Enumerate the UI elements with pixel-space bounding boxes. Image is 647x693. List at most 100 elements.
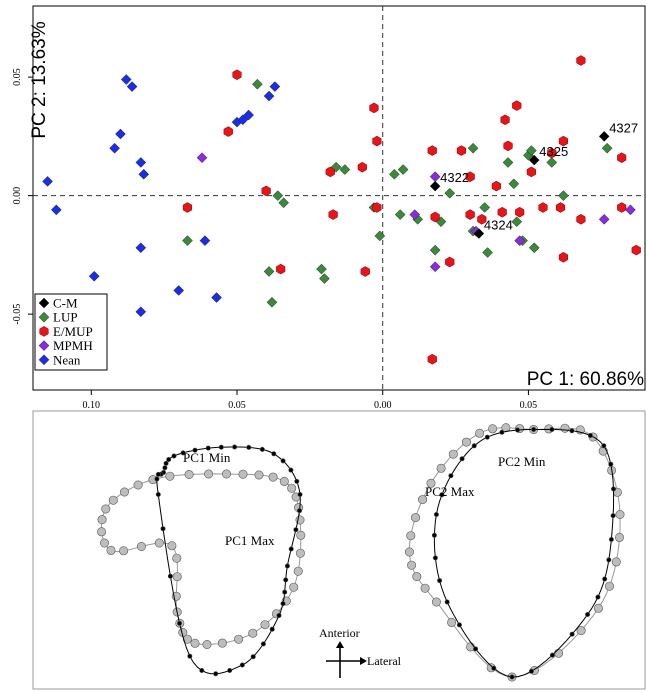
pc1-max-outline-landmark — [297, 491, 303, 497]
pc1-max-outline-landmark — [232, 444, 238, 450]
e-mup-point — [491, 180, 501, 192]
legend-marker — [38, 311, 50, 323]
pc2-max-outline-landmark — [514, 427, 520, 433]
outline-panel: PC1 Min PC1 Max PC2 Min PC2 Max Anterior… — [32, 410, 646, 690]
lup-point — [316, 263, 327, 275]
nean-point — [135, 306, 147, 318]
pc1-min-outline-landmark — [234, 634, 244, 644]
c-m-point — [473, 228, 485, 239]
e-mup-point — [261, 185, 271, 197]
nean-point — [173, 285, 185, 296]
lup-point — [394, 209, 406, 220]
lup-point — [272, 190, 284, 201]
c-m-point — [598, 131, 610, 142]
pc1-min-outline-landmark — [190, 638, 200, 648]
pc2-max-outline-landmark — [473, 646, 479, 652]
pc2-max-outline-landmark — [499, 429, 505, 435]
pc1-max-outline-landmark — [167, 573, 173, 579]
lup-point — [397, 164, 409, 175]
pc2-max-outline-landmark — [569, 631, 575, 637]
pc1-min-outline-landmark — [287, 483, 297, 493]
pc1-min-outline-landmark — [101, 504, 111, 514]
x-axis-label: PC 1: 60.86% — [527, 369, 644, 390]
lup-point — [479, 202, 491, 213]
pc1-min-outline-landmark — [268, 472, 278, 482]
pc2-max-outline-landmark — [459, 456, 465, 462]
nean-point — [135, 157, 147, 168]
nean-point — [135, 242, 147, 254]
pc1-min-outline-landmark — [106, 545, 116, 555]
pc2-min-outline-landmark — [412, 572, 422, 582]
mpmh-point — [598, 213, 610, 225]
lup-point — [511, 216, 523, 228]
pc1-min-outline-landmark — [120, 487, 130, 497]
specimen-label: 4327 — [609, 120, 638, 135]
pc1-max-outline-landmark — [192, 447, 198, 453]
pc2-min-outline-landmark — [407, 560, 417, 570]
lup-point — [601, 142, 613, 154]
pc1-min-outline-landmark — [184, 469, 194, 479]
pc1-max-outline-landmark — [166, 456, 172, 462]
pc1-max-outline-landmark — [199, 667, 205, 673]
pc1-min-outline-landmark — [296, 530, 306, 540]
e-mup-point — [465, 171, 475, 182]
pc1-min-label: PC1 Min — [183, 450, 231, 465]
pc1-max-label: PC1 Max — [225, 533, 275, 548]
legend-marker — [38, 354, 50, 366]
e-mup-point — [617, 202, 627, 213]
pc1-max-outline-landmark — [269, 626, 275, 632]
data-points — [42, 55, 641, 365]
pc1-min-outline-landmark — [154, 538, 164, 548]
pc2-min-outline-landmark — [418, 495, 428, 505]
nean-point — [115, 128, 126, 140]
plot-frame — [32, 5, 646, 391]
e-mup-point — [465, 209, 475, 220]
mpmh-point — [429, 261, 441, 273]
compass-up-arrowhead — [336, 641, 344, 648]
specimen-label: 4324 — [484, 218, 513, 233]
lup-point — [502, 157, 514, 168]
e-mup-point — [357, 161, 367, 173]
lup-point — [558, 190, 569, 201]
pc2-min-outline-landmark — [576, 626, 586, 636]
pc1-min-outline-landmark — [293, 566, 303, 576]
e-mup-point — [515, 206, 525, 218]
pc1-min-outline-landmark — [202, 639, 212, 649]
pc2-max-outline-landmark — [431, 532, 437, 538]
nean-point — [126, 81, 138, 92]
outline-frame — [32, 410, 646, 690]
point-labels: 4322 4324 4325 4327 — [440, 120, 638, 232]
orientation-compass: Anterior Lateral — [319, 626, 402, 678]
e-mup-point — [500, 114, 510, 126]
pc2-min-outline-landmark — [475, 428, 485, 438]
x-axis: 0.10 0.05 0.00 0.05 — [83, 390, 537, 411]
e-mup-point — [631, 244, 641, 256]
e-mup-point — [372, 135, 382, 147]
pc1-max-outline-landmark — [205, 445, 211, 451]
pc2-max-outline-landmark — [595, 594, 601, 600]
pc1-max-outline-landmark — [296, 508, 302, 514]
y-tick-label: 0.00 — [12, 187, 23, 205]
e-mup-point — [576, 55, 586, 66]
pc1-max-outline-landmark — [276, 612, 282, 618]
pc1-min-outline-landmark — [172, 553, 182, 563]
e-mup-point — [360, 266, 370, 277]
pc2-max-outline-landmark — [585, 611, 591, 617]
pc2-max-outline-landmark — [433, 511, 439, 517]
pc1-max-outline-landmark — [239, 662, 245, 668]
legend-label: LUP — [53, 310, 78, 325]
pc1-min-outline-landmark — [119, 546, 129, 556]
e-mup-point — [555, 202, 566, 213]
e-mup-point — [430, 211, 440, 223]
nean-point — [237, 114, 249, 126]
pc2-min-outline-landmark — [447, 617, 457, 627]
pc2-min-outline-landmark — [426, 478, 436, 488]
specimen-label: 4325 — [539, 144, 568, 159]
nean-point — [50, 204, 62, 216]
pc2-max-outline-landmark — [439, 492, 445, 498]
pc2-max-outline-landmark — [608, 536, 614, 542]
pca-scatter-plot: 0.10 0.05 0.00 0.05 0.050.00-0.05 432243244… — [12, 5, 646, 411]
pc1-min-outline-landmark — [108, 495, 118, 505]
pc1-min-outline-landmark — [97, 515, 107, 525]
